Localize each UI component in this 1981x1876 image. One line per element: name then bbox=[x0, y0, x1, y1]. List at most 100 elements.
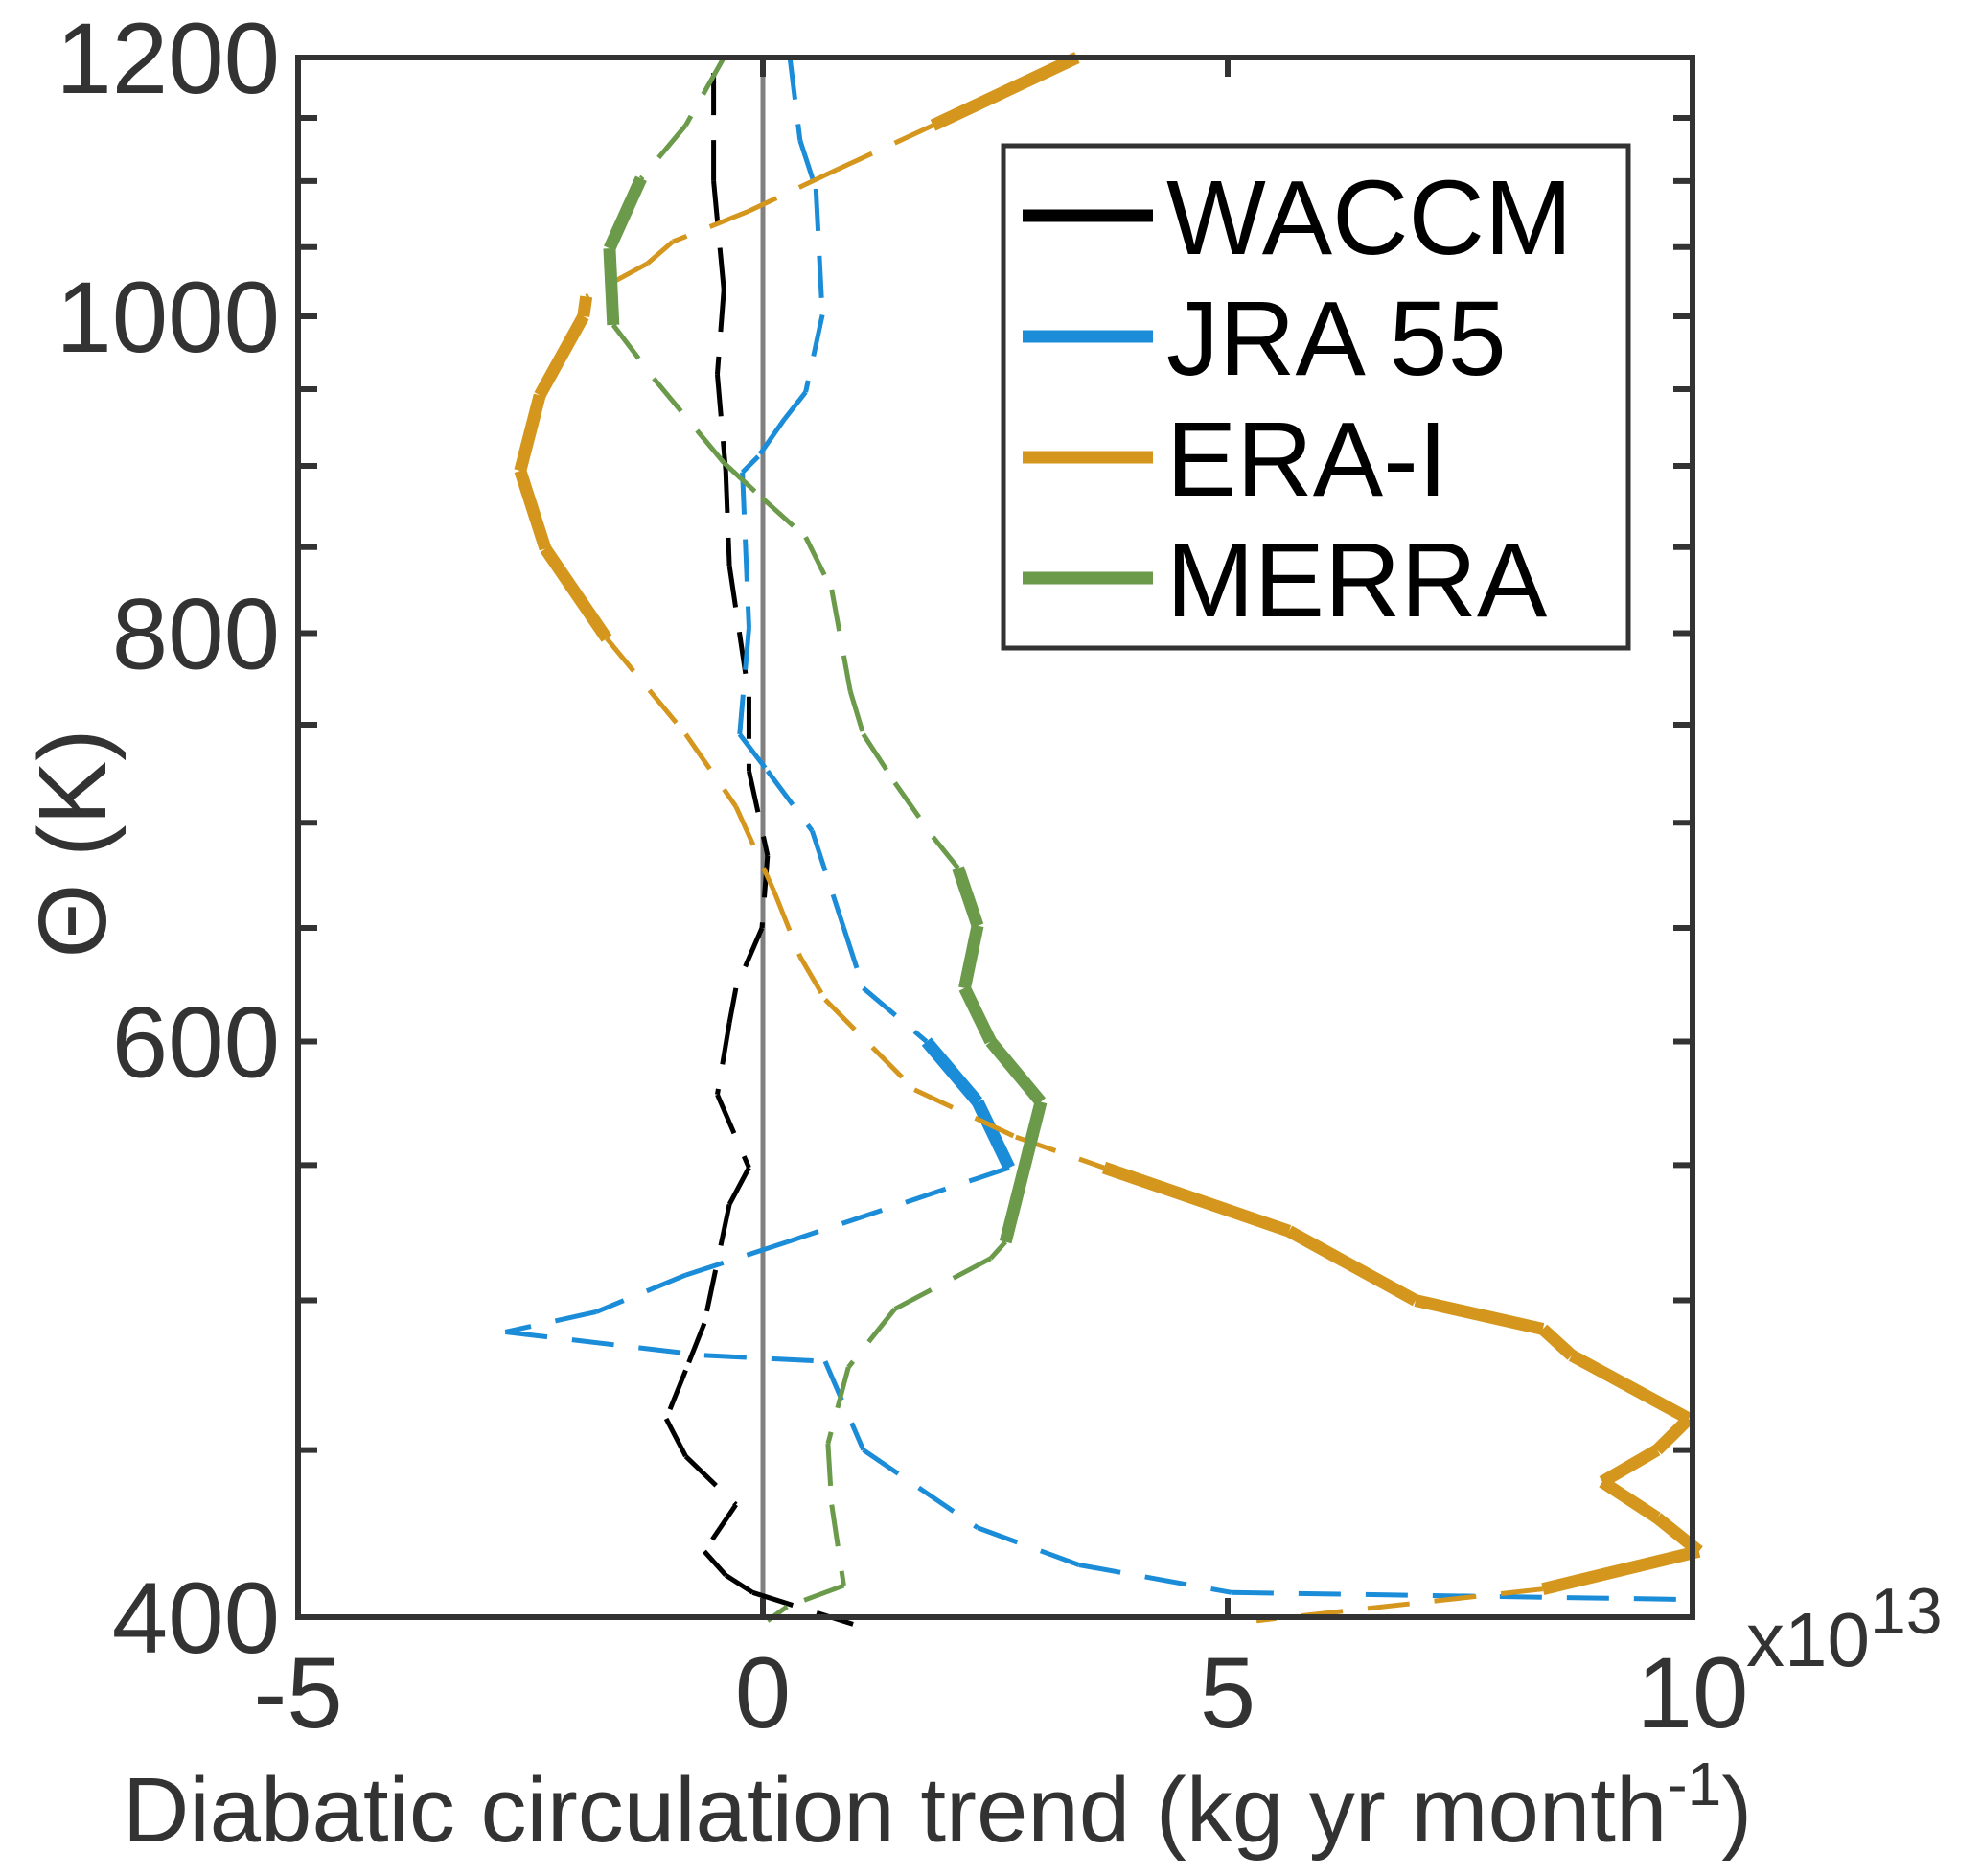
series-segment bbox=[715, 1093, 751, 1170]
y-tick-label: 600 bbox=[112, 987, 280, 1100]
series-segment bbox=[733, 926, 765, 989]
series-segment bbox=[540, 544, 612, 642]
series-segment bbox=[1568, 1350, 1693, 1424]
series-segment bbox=[913, 1087, 1017, 1140]
series-segment bbox=[711, 180, 726, 290]
series-segment bbox=[733, 805, 776, 892]
y-tick-label: 400 bbox=[112, 1563, 280, 1675]
series-era-i bbox=[514, 52, 1703, 1624]
series-segment bbox=[892, 781, 935, 839]
series-segment bbox=[663, 1417, 688, 1458]
series-segment bbox=[1414, 1294, 1545, 1335]
legend-label: MERRA bbox=[1166, 521, 1548, 639]
series-segment bbox=[958, 984, 997, 1045]
series-segment bbox=[787, 57, 803, 141]
series-segment bbox=[825, 1366, 851, 1445]
series-segment bbox=[803, 314, 825, 393]
legend-label: ERA-I bbox=[1166, 401, 1447, 519]
series-segment bbox=[714, 374, 728, 472]
series-segment bbox=[703, 1549, 728, 1577]
legend-label: JRA 55 bbox=[1166, 280, 1507, 398]
series-segment bbox=[988, 1239, 1008, 1261]
series-segment bbox=[1101, 1161, 1292, 1238]
x-multiplier: x1013 bbox=[1746, 1575, 1943, 1682]
series-segment bbox=[663, 1369, 688, 1420]
series-segment bbox=[683, 732, 738, 808]
series-segment bbox=[740, 472, 751, 629]
legend-label: WACCM bbox=[1166, 159, 1573, 277]
series-segment bbox=[861, 732, 897, 784]
series-segment bbox=[782, 390, 808, 422]
x-tick-label: 0 bbox=[735, 1637, 791, 1749]
series-segment bbox=[723, 470, 732, 567]
series-segment bbox=[958, 924, 984, 990]
series-segment bbox=[756, 418, 787, 458]
series-segment bbox=[977, 1525, 1080, 1567]
series-segment bbox=[1652, 1414, 1693, 1455]
series-segment bbox=[862, 1448, 979, 1530]
series-segment bbox=[847, 690, 866, 735]
series-segment bbox=[825, 1443, 835, 1505]
series-segment bbox=[726, 565, 751, 698]
series-segment bbox=[841, 927, 866, 989]
series-segment bbox=[603, 247, 620, 326]
series-segment bbox=[893, 1256, 992, 1311]
series-segment bbox=[534, 313, 589, 399]
series-segment bbox=[605, 637, 688, 736]
series-segment bbox=[724, 1573, 754, 1595]
series-segment bbox=[683, 1322, 707, 1372]
series-segment bbox=[760, 496, 808, 540]
y-tick-label: 800 bbox=[112, 578, 280, 690]
y-tick-label: 1200 bbox=[56, 3, 280, 115]
series-segment bbox=[684, 1239, 788, 1278]
series-segment bbox=[930, 52, 1080, 131]
series-segment bbox=[646, 240, 675, 266]
series-segment bbox=[702, 1203, 732, 1324]
series-segment bbox=[972, 1099, 1015, 1170]
series-segment bbox=[772, 890, 803, 958]
series-segment bbox=[747, 770, 771, 857]
series-segment bbox=[786, 1165, 1010, 1244]
series-segment bbox=[836, 123, 934, 173]
series-lines bbox=[504, 52, 1703, 1627]
series-segment bbox=[639, 124, 688, 180]
series-segment bbox=[822, 1360, 866, 1451]
series-segment bbox=[952, 866, 984, 928]
series-segment bbox=[505, 1329, 705, 1358]
x-tick-label: 5 bbox=[1200, 1637, 1255, 1749]
series-segment bbox=[862, 985, 929, 1044]
series-segment bbox=[921, 1037, 983, 1106]
axes-frame bbox=[295, 55, 1695, 1620]
legend-box bbox=[1001, 143, 1631, 651]
x-axis-label: Diabatic circulation trend (kg yr month-… bbox=[123, 1749, 1752, 1862]
series-segment bbox=[797, 139, 818, 190]
series-segment bbox=[1538, 1324, 1577, 1360]
series-segment bbox=[1541, 1544, 1701, 1595]
series-segment bbox=[931, 835, 960, 870]
series-segment bbox=[683, 56, 726, 127]
series-segment bbox=[604, 175, 647, 251]
series-segment bbox=[803, 536, 835, 591]
series-segment bbox=[737, 627, 751, 735]
series-segment bbox=[504, 1309, 597, 1334]
series-segment bbox=[786, 1583, 845, 1610]
series-segment bbox=[813, 188, 825, 315]
series-segment bbox=[1078, 1563, 1232, 1595]
series-segment bbox=[740, 454, 760, 475]
series-segment bbox=[1285, 1225, 1419, 1307]
series-segment bbox=[610, 323, 656, 381]
series-segment bbox=[1599, 1476, 1661, 1523]
series-merra bbox=[603, 56, 1048, 1623]
series-segment bbox=[823, 997, 916, 1092]
y-axis-label: Θ (K) bbox=[19, 730, 127, 959]
series-segment bbox=[683, 1454, 738, 1507]
series-segment bbox=[703, 1353, 826, 1364]
series-segment bbox=[846, 1307, 897, 1369]
series-segment bbox=[797, 955, 828, 1002]
series-segment bbox=[652, 377, 726, 465]
axis-ticks bbox=[295, 55, 1695, 1620]
series-segment bbox=[722, 460, 764, 500]
series-segment bbox=[595, 1272, 687, 1314]
